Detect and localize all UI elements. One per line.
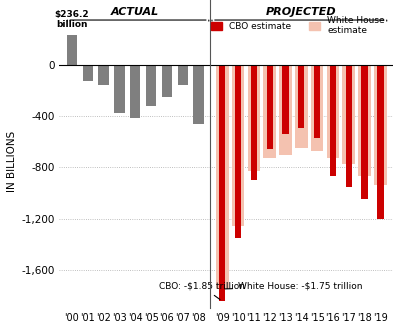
Bar: [342, 65, 355, 164]
Text: ACTUAL: ACTUAL: [111, 8, 159, 17]
Bar: [162, 65, 172, 97]
Bar: [67, 35, 77, 65]
Bar: [193, 65, 204, 124]
Bar: [377, 65, 384, 218]
Bar: [374, 65, 387, 185]
Bar: [314, 65, 320, 138]
Bar: [298, 65, 304, 128]
Bar: [114, 65, 124, 113]
Text: PROJECTED: PROJECTED: [266, 8, 337, 17]
Bar: [295, 65, 308, 148]
Bar: [282, 65, 289, 134]
Bar: [235, 65, 241, 238]
Bar: [219, 65, 226, 301]
Bar: [146, 65, 156, 106]
Bar: [232, 65, 244, 226]
Text: White House: -$1.75 trillion: White House: -$1.75 trillion: [225, 282, 362, 291]
Bar: [216, 65, 228, 289]
Bar: [251, 65, 257, 180]
Bar: [330, 65, 336, 176]
Bar: [178, 65, 188, 85]
Bar: [83, 65, 93, 81]
Bar: [130, 65, 140, 118]
Bar: [98, 65, 109, 85]
Text: CBO: -$1.85 trillion: CBO: -$1.85 trillion: [159, 282, 245, 300]
Text: $236.2
billion: $236.2 billion: [55, 10, 89, 29]
Legend: CBO estimate, White House
estimate: CBO estimate, White House estimate: [208, 12, 388, 39]
Bar: [266, 65, 273, 149]
Bar: [346, 65, 352, 186]
Y-axis label: IN BILLIONS: IN BILLIONS: [7, 130, 17, 191]
Bar: [311, 65, 324, 151]
Bar: [248, 65, 260, 171]
Bar: [279, 65, 292, 155]
Bar: [263, 65, 276, 158]
Bar: [358, 65, 371, 176]
Bar: [362, 65, 368, 199]
Bar: [327, 65, 339, 158]
